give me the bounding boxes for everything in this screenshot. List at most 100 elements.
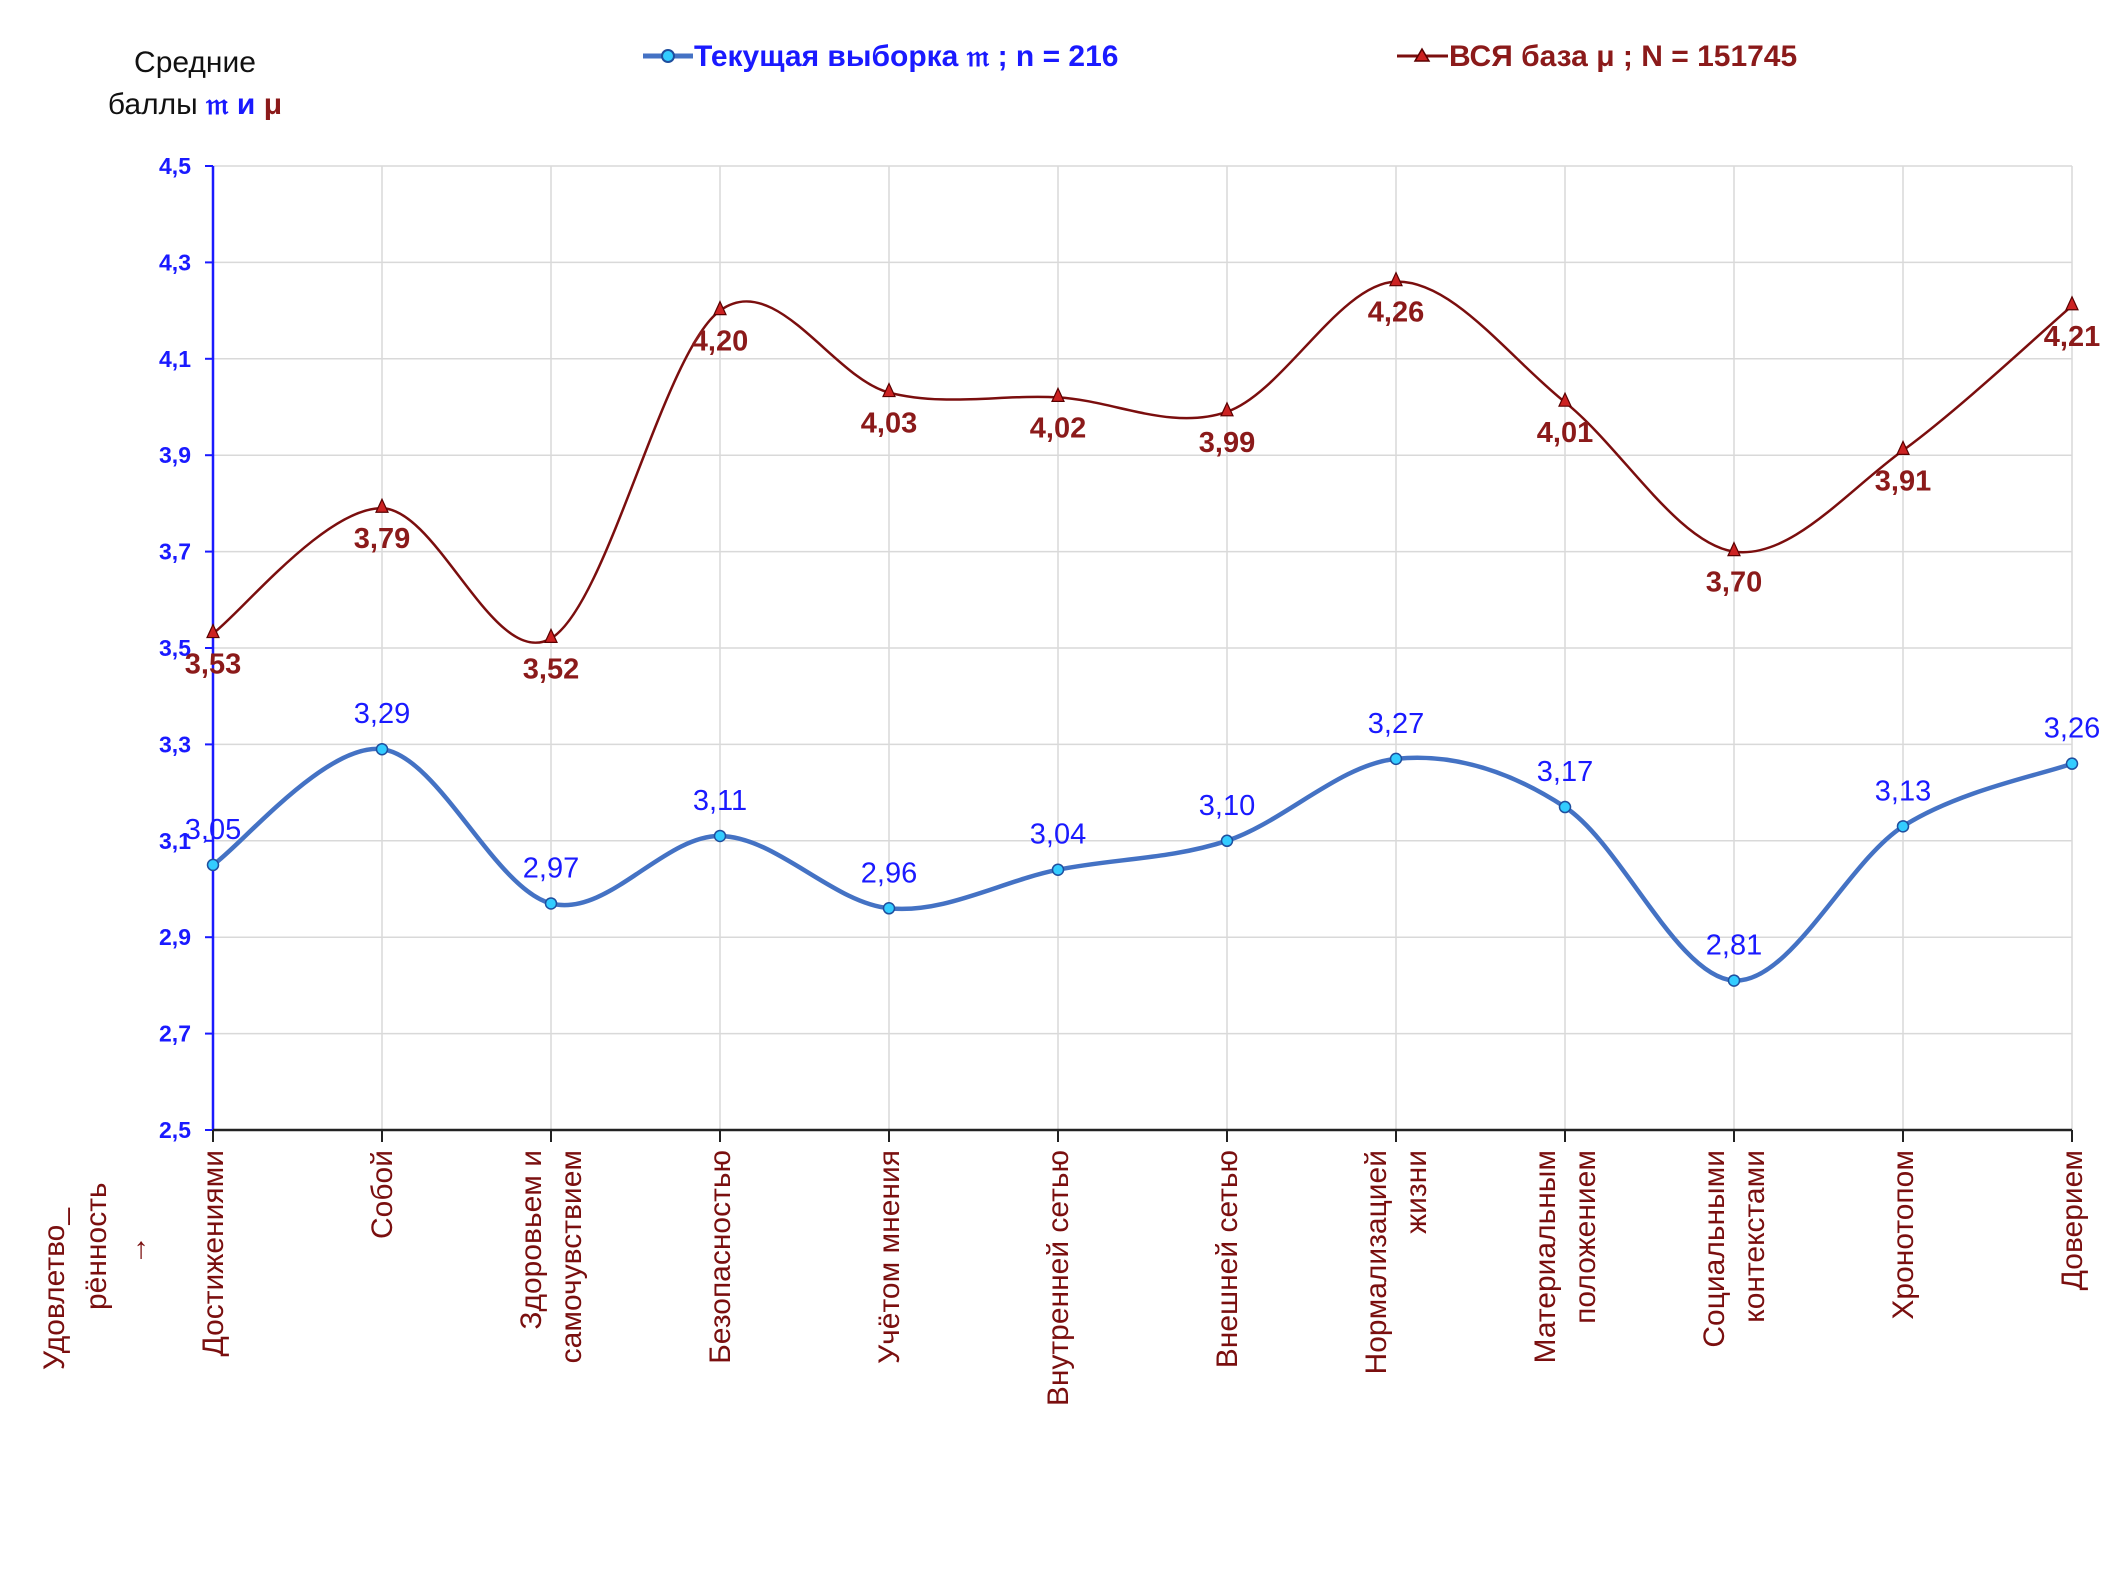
x-tick-label-line: Доверием [2056, 1150, 2089, 1290]
data-point-sample [1051, 863, 1065, 876]
data-label-population: 4,21 [2044, 321, 2100, 353]
data-label-sample: 2,96 [861, 857, 917, 889]
x-tick-label: Собой [366, 1150, 399, 1239]
x-tick-label: Внутренней сетью [1042, 1150, 1075, 1406]
x-tick-label: Нормализацией жизни [1360, 1150, 1433, 1374]
x-axis-title-line2: рённость [80, 1182, 113, 1310]
data-label-sample: 3,29 [354, 698, 410, 730]
data-label-sample: 3,10 [1199, 790, 1255, 822]
data-point-population [882, 382, 896, 398]
x-tick-label-line: Социальными [1698, 1150, 1731, 1348]
y-tick-label: 2,9 [159, 924, 191, 950]
y-tick-label: 3,9 [159, 442, 191, 468]
y-axis-title-second-line: баллы 𝔪 и μ [108, 88, 282, 121]
y-tick-label: 3,1 [159, 828, 191, 854]
y-tick-label: 3,7 [159, 539, 191, 565]
data-label-population: 4,02 [1030, 412, 1086, 444]
x-tick-label: Безопасностью [704, 1150, 737, 1364]
data-point-sample [1389, 752, 1403, 766]
x-tick-label: Здоровьем и самочувствием [515, 1150, 588, 1363]
data-label-population: 3,99 [1199, 427, 1255, 459]
x-tick-label: Социальными контекстами [1698, 1150, 1771, 1348]
y-axis-symbol-population: μ [264, 88, 282, 121]
data-point-population [1558, 391, 1572, 407]
x-axis-title: Удовлетво_ рённость → [38, 1182, 153, 1370]
data-label-population: 3,52 [523, 653, 579, 685]
data-point-population [2065, 295, 2079, 311]
x-tick-labels: Достижениями Собой Здоровьем и самочувствие… [197, 1150, 2089, 1406]
data-label-population: 3,70 [1706, 567, 1762, 599]
data-label-population: 3,53 [185, 649, 241, 681]
data-point-sample [713, 829, 727, 843]
data-point-population [1896, 439, 1910, 455]
data-point-population [1051, 386, 1065, 402]
data-point-sample [1727, 974, 1741, 987]
data-label-sample: 3,05 [185, 814, 241, 846]
data-label-sample: 3,13 [1875, 775, 1931, 807]
data-label-sample: 3,27 [1368, 708, 1424, 740]
data-point-population [1389, 271, 1403, 287]
data-label-sample: 3,26 [2044, 713, 2100, 745]
data-labels: 3,05 3,29 2,97 3,11 2,96 3,04 3,10 3,27 3,17 2,81… [185, 297, 2100, 962]
y-axis-title-line1: Средние [134, 46, 256, 79]
x-tick-label-line: Собой [366, 1150, 399, 1239]
x-tick-label-line: Учётом мнения [873, 1150, 906, 1364]
x-tick-label: Внешней сетью [1211, 1150, 1244, 1368]
y-axis-title-conj: и [229, 88, 264, 121]
x-tick-label-line: Здоровьем и [515, 1150, 548, 1330]
y-tick-label: 4,1 [159, 346, 191, 372]
x-tick-label-line: Внутренней сетью [1042, 1150, 1075, 1406]
data-label-sample: 2,97 [523, 852, 579, 884]
grid-lines [213, 165, 2073, 1130]
data-label-sample: 3,11 [693, 785, 747, 817]
data-label-sample: 2,81 [1706, 930, 1762, 962]
series-line-population [212, 280, 2073, 644]
legend-label-population: ВСЯ база μ ; N = 151745 [1449, 40, 1797, 73]
y-tick-labels: 2,5 2,7 2,9 3,1 3,3 3,5 3,7 3,9 4,1 4,3 4,5 [159, 153, 191, 1143]
x-tick-label: Доверием [2056, 1150, 2089, 1290]
y-axis-symbol-sample: 𝔪 [205, 88, 229, 121]
data-label-population: 4,20 [692, 326, 748, 358]
data-label-population: 4,01 [1537, 417, 1593, 449]
data-point-population [544, 627, 558, 643]
x-tick-label-line: контекстами [1738, 1150, 1771, 1323]
data-point-sample [375, 742, 389, 756]
series [206, 271, 2079, 987]
data-point-population [206, 623, 220, 639]
data-point-sample [544, 897, 558, 910]
y-axis-title-prefix: баллы [108, 88, 206, 121]
data-point-sample [882, 902, 896, 915]
y-tick-label: 2,5 [159, 1117, 191, 1143]
y-tick-label: 4,3 [159, 249, 191, 275]
x-tick-label-line: жизни [1400, 1150, 1433, 1234]
x-tick-label-line: Материальным [1529, 1150, 1562, 1363]
data-point-sample [206, 858, 220, 872]
x-tick-label-line: самочувствием [555, 1150, 588, 1363]
x-axis-title-line1: Удовлетво_ [38, 1207, 71, 1370]
x-tick-label: Учётом мнения [873, 1150, 906, 1364]
data-point-population [375, 497, 389, 513]
legend-marker-population [1413, 47, 1431, 62]
x-tick-label-line: Достижениями [197, 1150, 230, 1357]
data-label-population: 4,03 [861, 408, 917, 440]
y-tick-label: 2,7 [159, 1021, 191, 1047]
data-point-sample [2065, 757, 2079, 770]
y-tick-label: 3,3 [159, 731, 191, 757]
x-tick-label-line: положением [1569, 1150, 1602, 1324]
data-label-population: 3,79 [354, 523, 410, 555]
x-tick-label: Достижениями [197, 1150, 230, 1357]
data-label-sample: 3,17 [1537, 756, 1593, 788]
x-tick-label-line: Внешней сетью [1211, 1150, 1244, 1368]
data-label-population: 4,26 [1368, 297, 1424, 329]
y-tick-label: 3,5 [159, 635, 191, 661]
data-point-sample [1220, 834, 1234, 848]
series-line-sample [211, 746, 2073, 983]
legend-item-population: ВСЯ база μ ; N = 151745 [1397, 40, 1797, 73]
x-tick-label-line: Хронотопом [1887, 1150, 1920, 1320]
data-point-sample [1558, 800, 1572, 814]
data-label-sample: 3,04 [1030, 819, 1086, 851]
legend-marker-sample [661, 49, 675, 63]
axes [205, 165, 2073, 1142]
legend: Текущая выборка 𝔪 ; n = 216 ВСЯ база μ ;… [643, 40, 1797, 73]
